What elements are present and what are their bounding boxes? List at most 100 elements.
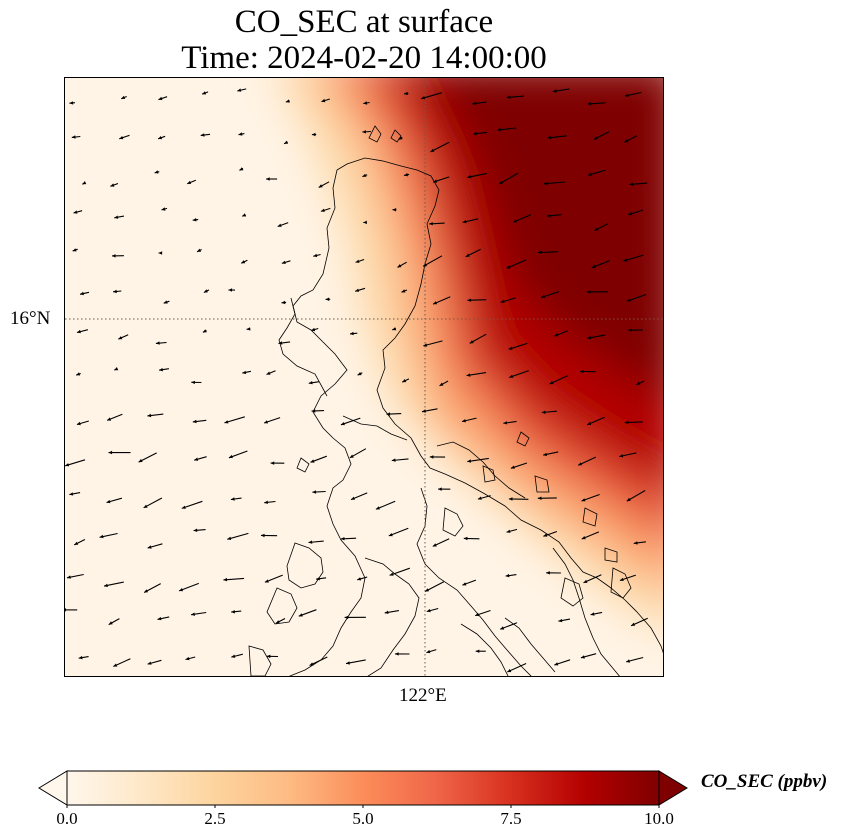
wind-arrow-head [384,610,389,614]
wind-arrow-head [404,173,408,177]
wind-arrow-head [425,588,430,592]
wind-arrow-head [391,458,396,462]
wind-arrow-head [510,465,515,469]
wind-arrow-head [578,462,583,466]
wind-arrow-head [238,132,243,136]
wind-arrow-head [71,135,76,139]
wind-arrow-head [505,573,510,578]
wind-arrow-head [224,420,229,424]
wind-arrow-head [192,218,197,222]
wind-arrow-head [388,533,393,537]
wind-arrow-head [628,328,632,332]
wind-arrow-head [281,300,286,305]
wind-arrow-head [106,499,111,504]
wind-vectors [65,88,648,673]
wind-arrow-head [158,96,163,101]
wind-arrow-head [77,329,81,334]
wind-arrow-head [308,381,313,385]
colorbar-extend-high [658,770,688,806]
wind-arrow-head [155,341,160,345]
wind-arrow-head [104,583,108,588]
wind-arrow-head [230,497,235,501]
wind-arrow-head [228,454,233,459]
wind-arrow-head [463,536,468,541]
wind-arrow-shaft [467,457,489,463]
wind-arrow-head [624,420,629,425]
wind-arrow-head [157,616,162,621]
wind-arrow-head [477,496,482,500]
wind-arrow-head [241,260,246,264]
wind-arrow-head [465,253,470,257]
wind-arrow-head [242,213,247,217]
wind-arrow-head [587,102,592,106]
wind-arrow-head [309,662,314,666]
wind-arrow-head [590,612,595,616]
wind-arrow-head [202,91,207,95]
wind-arrow-head [462,219,467,224]
wind-arrow-head [138,458,143,463]
wind-arrow-head [462,419,466,423]
wind-arrow-head [537,250,542,255]
wind-arrow-head [313,253,318,258]
wind-arrow-head [475,612,480,617]
wind-arrow-head [80,291,84,296]
wind-arrow-shaft [498,172,519,185]
wind-arrow-head [350,331,354,336]
wind-arrow-head [623,258,628,262]
wind-arrow-head [439,382,444,386]
wind-arrow-head [78,655,83,660]
colorbar-tick-1: 2.5 [204,809,226,828]
wind-arrow-head [506,95,511,99]
wind-arrow-head [278,341,283,345]
wind-arrow-head [629,182,634,186]
wind-arrow-head [158,136,163,140]
wind-arrow-shaft [421,92,443,100]
wind-arrow-head [392,208,397,212]
wind-arrow-head [543,181,548,186]
wind-arrow-head [69,101,74,105]
wind-arrow-head [108,450,113,455]
wind-arrow-head [239,167,244,171]
wind-arrow-head [467,298,472,302]
wind-arrow-head [311,132,316,137]
wind-arrow-head [264,500,268,504]
wind-arrow-head [147,413,152,418]
wind-arrow-head [311,327,316,332]
map-title: CO_SEC at surface Time: 2024-02-20 14:00… [64,4,664,76]
wind-arrow-head [472,101,477,106]
wind-arrow-head [432,543,437,547]
wind-arrow-head [395,652,399,656]
coastline [248,125,663,676]
wind-arrow-head [619,454,624,458]
wind-arrow-head [580,655,585,659]
wind-arrow-head [509,374,514,378]
wind-arrow-head [429,455,434,459]
wind-arrow-head [340,537,345,541]
wind-arrow-head [147,545,152,549]
wind-arrow-head [112,254,116,258]
wind-arrow-head [275,620,280,624]
wind-arrow-head [500,626,505,630]
wind-arrow-head [355,259,360,263]
wind-arrow-head [433,179,438,183]
wind-arrow-head [624,93,629,97]
wind-arrow-head [144,589,149,593]
wind-arrow-head [67,575,71,579]
wind-arrow-head [386,412,391,416]
wind-arrow-head [158,251,163,255]
colorbar-tick-2: 5.0 [352,809,374,828]
wind-arrow-head [549,380,554,385]
wind-arrow-head [242,370,247,375]
wind-arrow-head [284,140,289,144]
wind-arrow-head [231,654,236,658]
wind-arrow-head [475,649,480,653]
wind-arrow-head [626,298,631,302]
map-panel[interactable] [64,77,664,677]
colorbar-tick-3: 7.5 [500,809,522,828]
colorbar-label: CO_SEC (ppbv) [701,771,828,792]
wind-arrow-head [626,497,631,502]
wind-arrow-head [200,133,205,137]
wind-arrow-head [191,380,195,385]
wind-arrow-head [426,608,431,613]
wind-arrow-head [363,220,367,225]
